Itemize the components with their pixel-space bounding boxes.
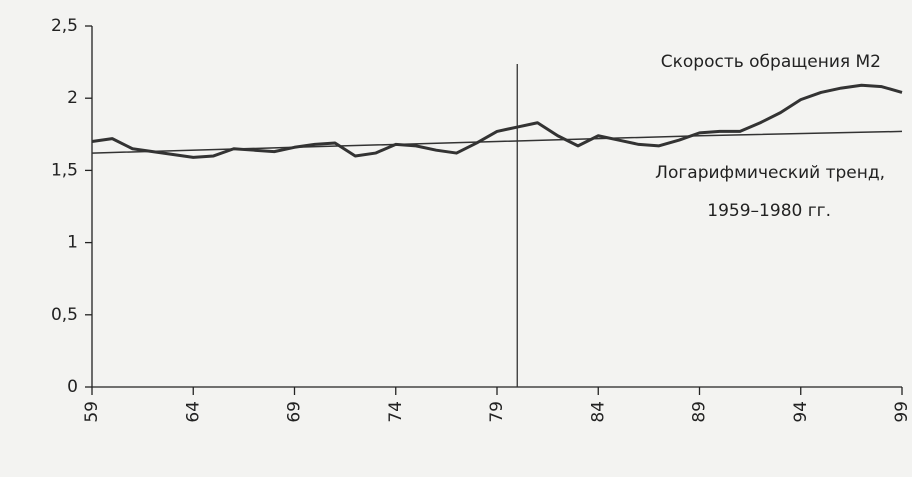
x-tick-label: 59 <box>82 401 102 423</box>
x-tick-label: 74 <box>386 401 406 423</box>
y-tick-label: 1,5 <box>51 160 78 180</box>
series-line <box>91 130 903 154</box>
x-tick-label: 84 <box>588 401 608 423</box>
x-tick-label: 94 <box>791 401 811 423</box>
x-tick-label: 79 <box>487 401 507 423</box>
y-tick-label: 2,5 <box>51 16 78 36</box>
x-tick-label: 89 <box>690 401 710 423</box>
series-label: Логарифмический тренд, <box>655 163 885 183</box>
y-tick-label: 0,5 <box>51 305 78 325</box>
series-label: Скорость обращения M2 <box>661 52 881 72</box>
y-tick-label: 1 <box>67 233 78 253</box>
x-tick-label: 64 <box>183 401 203 423</box>
y-tick-label: 2 <box>67 88 78 108</box>
y-tick-label: 0 <box>67 377 78 397</box>
x-tick-label: 99 <box>892 401 912 423</box>
series-label: 1959–1980 гг. <box>707 201 831 221</box>
x-tick-label: 69 <box>285 401 305 423</box>
series-line <box>91 83 903 159</box>
